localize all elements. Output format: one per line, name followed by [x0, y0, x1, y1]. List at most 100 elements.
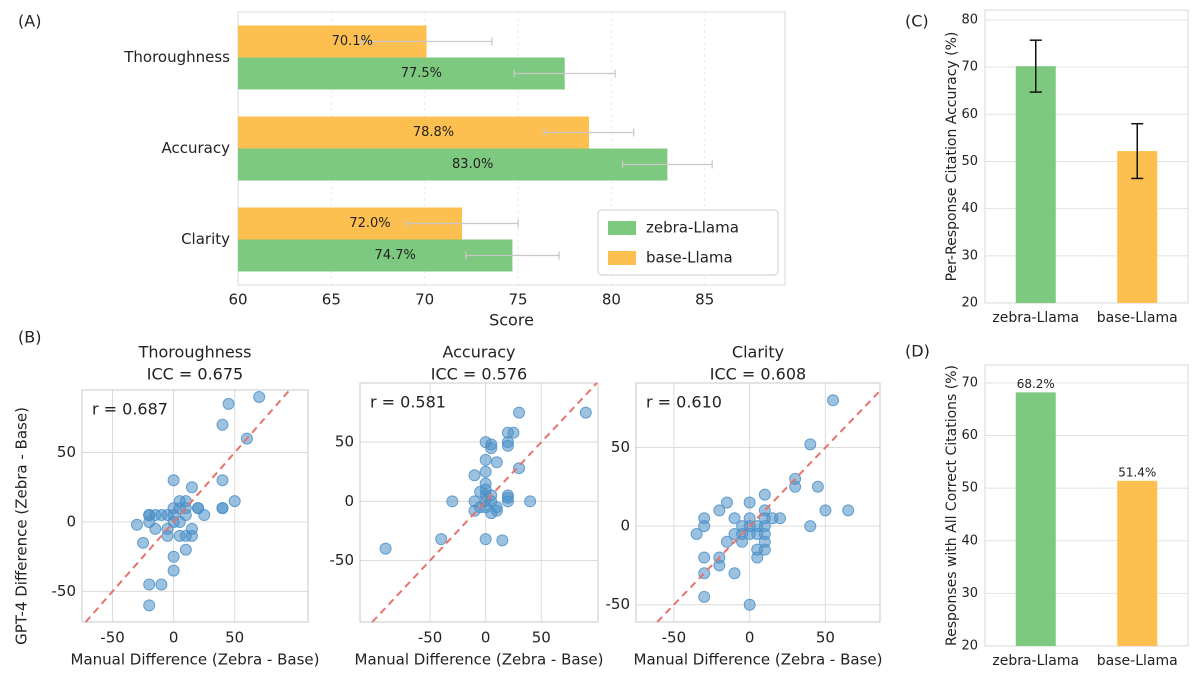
panel-label: (D) — [905, 342, 930, 361]
x-axis-label: Manual Difference (Zebra - Base) — [634, 651, 883, 669]
point — [507, 426, 520, 439]
point — [222, 397, 235, 410]
x-tick-label: -50 — [418, 629, 443, 647]
value-label: 51.4% — [1118, 465, 1156, 479]
point — [149, 522, 162, 535]
point — [143, 599, 156, 612]
point — [804, 520, 817, 533]
point — [479, 453, 492, 466]
x-tick-label: base-Llama — [1097, 310, 1178, 326]
point — [468, 469, 481, 482]
bar — [1015, 392, 1056, 646]
y-tick-label: -50 — [52, 582, 77, 600]
annotation: r = 0.610 — [646, 393, 722, 412]
point — [713, 559, 726, 572]
y-tick-label: 70 — [961, 60, 978, 75]
point — [228, 495, 241, 508]
category-label: Accuracy — [162, 139, 231, 157]
plot-frame — [81, 389, 309, 623]
panel-label: (A) — [18, 12, 41, 31]
panel-label: (C) — [905, 12, 929, 31]
chart-subtitle: ICC = 0.675 — [147, 365, 243, 384]
y-tick-label: 20 — [961, 296, 978, 311]
chart-title: Thoroughness — [138, 343, 252, 362]
point — [479, 465, 492, 478]
x-tick-label: zebra-Llama — [992, 310, 1079, 326]
x-tick-label: -50 — [662, 629, 687, 647]
value-label: 74.7% — [375, 248, 416, 263]
point — [804, 438, 817, 451]
x-tick-label: zebra-Llama — [992, 653, 1079, 669]
x-tick-label: 80 — [602, 291, 621, 309]
y-axis-label: Per-Response Citation Accuracy (%) — [944, 32, 960, 282]
y-tick-label: 40 — [961, 201, 978, 216]
y-tick-label: 60 — [961, 428, 978, 443]
annotation: r = 0.687 — [92, 400, 168, 419]
point — [698, 551, 711, 564]
error-bar — [543, 128, 635, 137]
point — [842, 504, 855, 517]
y-tick-label: 0 — [66, 512, 76, 530]
x-tick-label: -50 — [100, 629, 125, 647]
value-label: 70.1% — [332, 34, 373, 49]
bar — [238, 116, 589, 149]
point — [690, 527, 703, 540]
point — [216, 418, 229, 431]
y-tick-label: 40 — [961, 533, 978, 548]
x-tick-label: 0 — [481, 629, 491, 647]
error-bar — [1131, 122, 1144, 180]
point — [167, 550, 180, 563]
x-tick-label: 50 — [816, 629, 835, 647]
point — [185, 481, 198, 494]
chart-subtitle: ICC = 0.608 — [710, 365, 806, 384]
identity-line — [371, 382, 598, 623]
x-tick-label: 70 — [415, 291, 434, 309]
error-bar — [1029, 39, 1042, 93]
point — [720, 496, 733, 509]
point — [819, 504, 832, 517]
x-axis-label: Manual Difference (Zebra - Base) — [71, 651, 320, 669]
point — [501, 439, 514, 452]
point — [713, 504, 726, 517]
x-tick-label: 75 — [508, 291, 527, 309]
point — [743, 496, 756, 509]
plot-frame — [984, 9, 1189, 304]
x-tick-label: 0 — [745, 629, 755, 647]
y-tick-label: 50 — [611, 438, 630, 456]
bar — [238, 57, 565, 90]
y-tick-label: 50 — [57, 443, 76, 461]
value-label: 83.0% — [452, 157, 493, 172]
y-tick-label: 50 — [961, 154, 978, 169]
x-tick-label: 85 — [695, 291, 714, 309]
value-label: 78.8% — [413, 125, 454, 140]
point — [789, 480, 802, 493]
x-tick-label: 60 — [228, 291, 247, 309]
y-axis-label: Responses with All Correct Citations (%) — [944, 365, 960, 646]
point — [253, 390, 266, 403]
legend-label: base-Llama — [646, 249, 733, 267]
x-tick-label: 50 — [225, 629, 244, 647]
point — [485, 442, 498, 455]
y-tick-label: 50 — [335, 433, 354, 451]
y-tick-label: 0 — [344, 492, 354, 510]
point — [524, 495, 537, 508]
error-bar — [465, 251, 560, 260]
error-bar — [621, 160, 713, 169]
value-label: 77.5% — [401, 66, 442, 81]
plot-frame — [635, 382, 881, 623]
bar — [1117, 480, 1158, 646]
value-label: 72.0% — [349, 216, 390, 231]
point — [216, 474, 229, 487]
point — [513, 462, 526, 475]
identity-line — [84, 389, 291, 623]
identity-line — [656, 390, 881, 623]
point — [479, 533, 492, 546]
point — [513, 406, 526, 419]
chart-title: Clarity — [732, 343, 784, 362]
bar — [1015, 66, 1056, 303]
y-tick-label: 30 — [961, 586, 978, 601]
point — [130, 518, 143, 531]
y-tick-label: 0 — [620, 517, 630, 535]
point — [379, 542, 392, 555]
